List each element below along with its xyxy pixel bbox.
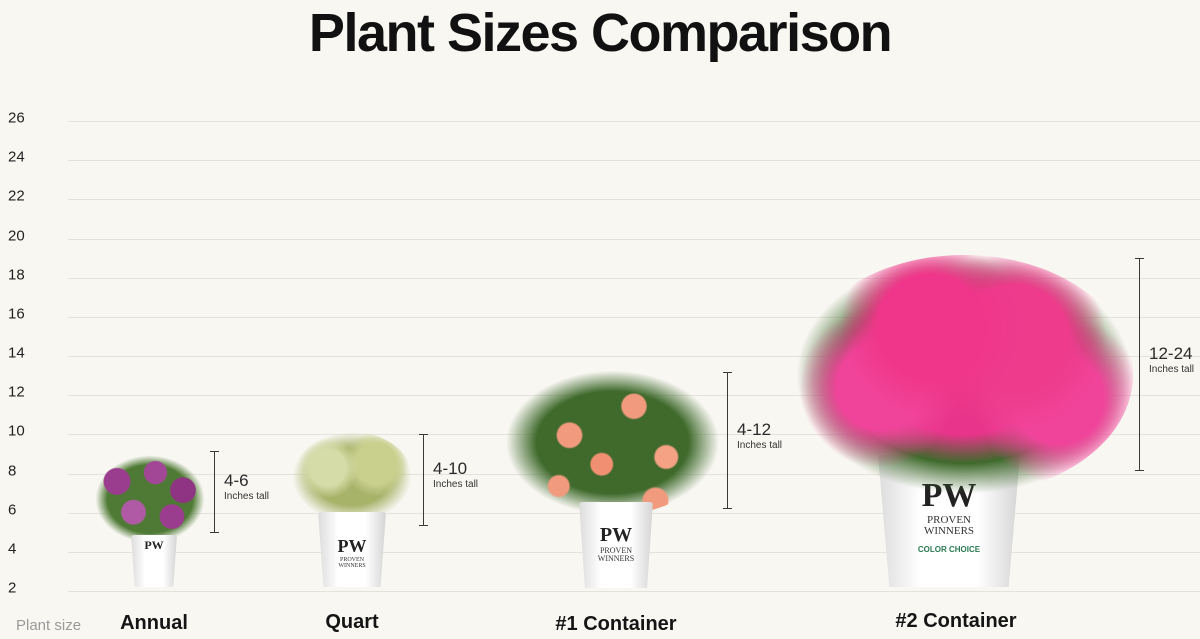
y-tick-label: 8 — [8, 462, 17, 479]
gridline — [68, 591, 1200, 592]
x-axis-label: Plant size — [16, 617, 82, 634]
range-bracket — [1135, 258, 1144, 471]
gridline — [68, 199, 1200, 201]
y-tick-label: 10 — [8, 422, 25, 440]
category-label: Annual — [120, 612, 188, 634]
y-tick-label: 24 — [8, 148, 25, 166]
range-label: 4-10 — [433, 459, 468, 478]
gridline — [68, 356, 1200, 357]
gridline — [68, 277, 1200, 279]
y-tick-label: 2 — [8, 579, 17, 597]
y-tick-label: 4 — [8, 540, 17, 558]
range-bracket — [723, 372, 732, 509]
range-label: 4-6 — [224, 471, 249, 490]
category-label: #2 Container — [895, 610, 1017, 632]
gridline — [68, 316, 1200, 318]
page-title: Plant Sizes Comparison — [308, 3, 893, 63]
range-unit: Inches tall — [1149, 363, 1195, 375]
y-tick-label: 12 — [8, 383, 25, 401]
pot-logo: PW — [144, 538, 164, 552]
gridline — [68, 238, 1200, 240]
range-unit: Inches tall — [224, 491, 270, 502]
pot-logo: PW — [599, 524, 633, 546]
pot-logo: PW — [337, 536, 367, 556]
y-tick-label: 22 — [8, 187, 25, 205]
y-tick-label: 6 — [8, 501, 17, 519]
range-label: 12-24 — [1149, 343, 1193, 363]
range-unit: Inches tall — [737, 439, 783, 451]
y-tick-label: 26 — [8, 109, 25, 127]
category-label: #1 Container — [555, 613, 677, 635]
y-tick-label: 18 — [8, 266, 25, 284]
y-tick-label: 14 — [8, 344, 25, 362]
gridline — [68, 160, 1200, 162]
range-label: 4-12 — [737, 419, 772, 439]
y-tick-label: 16 — [8, 305, 25, 323]
range-bracket — [210, 451, 219, 533]
category-label: Quart — [325, 611, 379, 633]
range-bracket — [419, 434, 428, 526]
y-tick-label: 20 — [8, 227, 25, 244]
gridline — [68, 121, 1200, 122]
range-unit: Inches tall — [433, 479, 479, 490]
